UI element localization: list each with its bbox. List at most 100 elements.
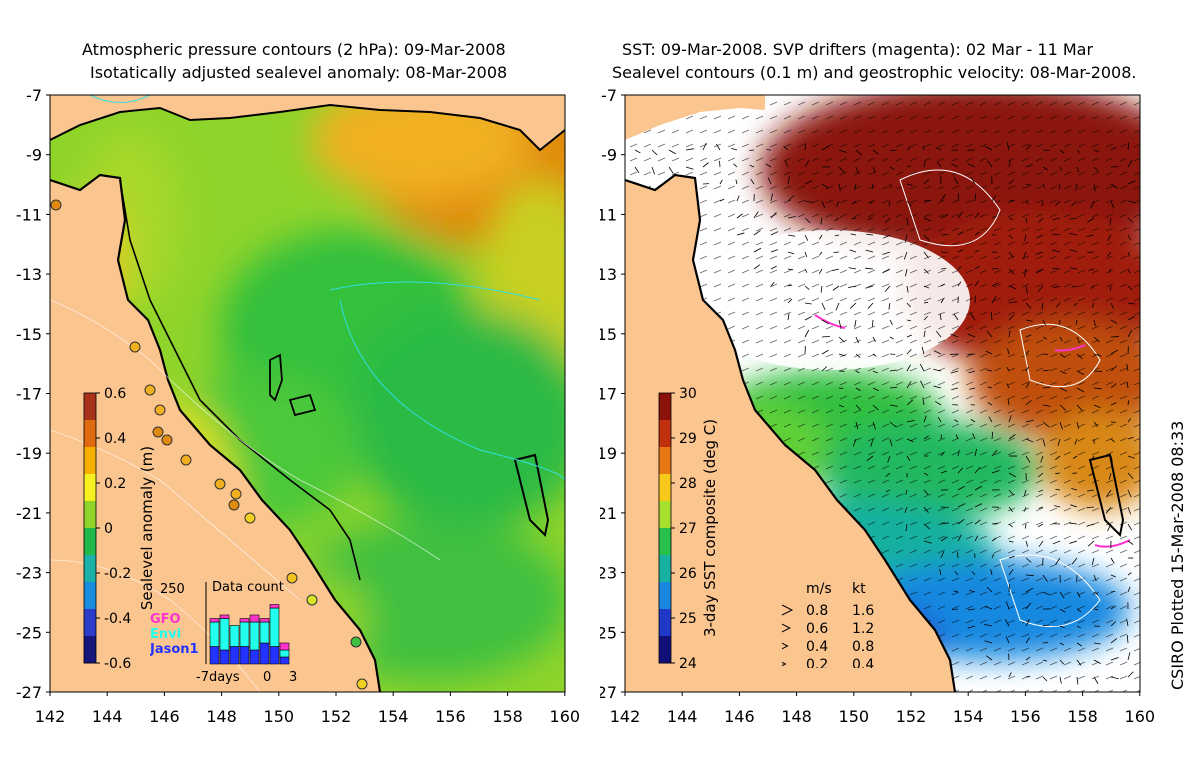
velocity-arrow — [991, 296, 997, 304]
colorbar-tick-label: 25 — [679, 611, 697, 627]
velocity-arrow — [1110, 557, 1115, 564]
lon-tick-label: 150 — [264, 707, 295, 726]
velocity-arrow — [1127, 251, 1130, 257]
colorbar-band — [84, 582, 96, 610]
velocity-arrow — [935, 147, 942, 151]
velocity-arrow — [1127, 671, 1134, 678]
lon-tick-label: 154 — [378, 707, 409, 726]
velocity-arrow — [872, 421, 876, 430]
velocity-arrow — [952, 608, 959, 611]
velocity-arrow — [1110, 574, 1116, 578]
velocity-arrow — [940, 522, 949, 525]
velocity-arrow — [1008, 314, 1015, 321]
data-count-bar-jason — [229, 646, 240, 665]
coastline-sst — [625, 173, 957, 692]
velocity-arrow — [767, 177, 772, 185]
velocity-arrow — [974, 280, 979, 287]
velocity-arrow — [974, 503, 983, 508]
velocity-arrow — [991, 538, 997, 542]
drifter-track — [814, 314, 846, 329]
velocity-arrow — [1091, 302, 1095, 308]
velocity-arrow — [804, 285, 810, 290]
velocity-arrow — [940, 452, 945, 457]
velocity-arrow — [984, 640, 993, 644]
velocity-arrow — [1076, 370, 1085, 376]
speed-legend-header-kt: kt — [852, 581, 866, 597]
velocity-arrow — [889, 386, 898, 389]
velocity-arrow — [872, 149, 880, 155]
lat-tick-label: -7 — [601, 86, 617, 105]
velocity-arrow — [1038, 489, 1044, 493]
velocity-arrow — [991, 431, 994, 440]
velocity-arrow — [1093, 591, 1099, 596]
lon-tick-label: 142 — [610, 707, 641, 726]
velocity-arrow — [991, 469, 1000, 474]
velocity-arrow — [1025, 382, 1030, 389]
velocity-arrow — [821, 336, 830, 338]
velocity-arrow — [1110, 146, 1117, 151]
velocity-arrow — [634, 149, 641, 154]
velocity-arrow — [936, 331, 942, 338]
lat-tick-label: -11 — [16, 205, 42, 224]
velocity-arrow — [1087, 489, 1095, 492]
velocity-arrow — [1008, 523, 1013, 528]
velocity-arrow — [1055, 488, 1061, 491]
velocity-arrow — [832, 268, 840, 271]
velocity-arrow — [933, 350, 942, 355]
velocity-arrow — [770, 249, 779, 253]
velocity-arrow — [923, 415, 927, 423]
velocity-arrow — [838, 353, 846, 357]
velocity-arrow — [770, 265, 777, 270]
velocity-arrow — [1053, 285, 1061, 289]
speed-arrow — [781, 623, 791, 633]
velocity-arrow — [1110, 349, 1119, 355]
velocity-arrow — [923, 523, 931, 530]
velocity-arrow — [1038, 217, 1044, 223]
velocity-arrow — [1088, 472, 1095, 477]
sealevel-colorbar: 0.6 0.4 0.2 0 -0.2 -0.4 -0.6 Sealevel anomaly … — [83, 386, 156, 672]
velocity-arrow — [1058, 183, 1061, 190]
data-count-bar-gfo — [259, 618, 270, 623]
colorbar-tick-label: 0.2 — [104, 476, 126, 492]
velocity-arrow — [851, 217, 857, 220]
velocity-arrow — [1109, 285, 1112, 291]
velocity-arrow — [974, 535, 979, 542]
velocity-arrow — [753, 230, 761, 236]
left-title-line2: Isotatically adjusted sealevel anomaly: … — [90, 63, 508, 82]
data-count-bar-jason — [219, 649, 230, 665]
velocity-arrow — [1023, 251, 1027, 260]
right-title-line2: Sealevel contours (0.1 m) and geostrophi… — [612, 63, 1137, 82]
velocity-arrow — [736, 195, 740, 202]
velocity-arrow — [784, 160, 789, 168]
velocity-arrow — [735, 179, 738, 185]
lon-tick-label: 142 — [35, 707, 66, 726]
speed-legend-header-ms: m/s — [806, 581, 832, 597]
velocity-arrow — [765, 163, 772, 168]
velocity-arrow — [1086, 234, 1095, 238]
velocity-arrow — [1087, 540, 1095, 547]
colorbar-band — [659, 609, 671, 637]
velocity-arrow — [855, 387, 861, 391]
velocity-arrow — [991, 195, 996, 202]
velocity-arrow — [1093, 574, 1097, 582]
velocity-arrow — [906, 381, 912, 389]
lon-tick-label: 152 — [321, 707, 352, 726]
velocity-arrow — [872, 404, 879, 411]
colorbar-band — [84, 501, 96, 529]
lon-tick-label: 158 — [492, 707, 523, 726]
velocity-arrow — [753, 264, 761, 270]
velocity-arrow — [1059, 642, 1064, 646]
velocity-arrow — [974, 519, 981, 525]
velocity-arrow — [787, 298, 793, 304]
velocity-arrow — [906, 146, 911, 151]
velocity-arrow — [1127, 586, 1131, 593]
velocity-arrow — [1127, 180, 1136, 185]
velocity-arrow — [974, 466, 981, 474]
velocity-arrow — [1059, 404, 1067, 411]
velocity-arrow — [923, 234, 930, 241]
lat-tick-label: -23 — [16, 564, 42, 583]
velocity-arrow — [920, 380, 925, 389]
velocity-arrow — [1127, 418, 1132, 423]
colorbar-tick-label: 26 — [679, 566, 697, 582]
velocity-arrow — [974, 193, 977, 202]
